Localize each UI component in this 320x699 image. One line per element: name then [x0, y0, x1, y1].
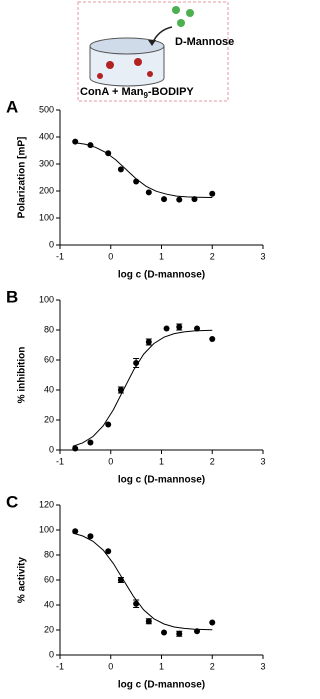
y-tick-label: 400 [39, 131, 54, 141]
x-tick-label: 0 [108, 251, 113, 261]
data-point [209, 190, 216, 197]
y-axis-label: % inhibition [17, 347, 28, 404]
complex-icons [97, 58, 153, 79]
data-point [176, 630, 183, 637]
data-point [194, 628, 201, 635]
y-tick-label: 500 [39, 104, 54, 114]
x-axis-label: log c (D-mannose) [118, 475, 205, 486]
arrow-head [148, 40, 156, 46]
x-tick-label: 2 [210, 456, 215, 466]
data-point [72, 528, 79, 535]
fit-curve [72, 532, 213, 631]
data-point [145, 339, 152, 345]
data-point [161, 629, 168, 636]
data-point [161, 196, 168, 203]
data-point [145, 189, 152, 196]
data-point [117, 166, 124, 173]
x-tick-label: 2 [210, 251, 215, 261]
data-point [163, 325, 170, 332]
x-tick-label: 2 [210, 661, 215, 671]
schematic: D-Mannose ConA + Man9-BODIPY [77, 1, 234, 102]
x-tick-label: 3 [260, 456, 265, 466]
data-point [176, 196, 183, 203]
y-tick-label: 100 [39, 212, 54, 222]
panel-label: C [6, 492, 18, 511]
y-tick-label: 60 [44, 574, 54, 584]
data-point [87, 142, 94, 149]
x-tick-label: 1 [159, 251, 164, 261]
data-point [191, 196, 198, 203]
y-tick-label: 60 [44, 354, 54, 364]
mannose-icons [172, 6, 194, 27]
data-point [72, 138, 79, 145]
data-point [133, 360, 140, 366]
x-axis-label: log c (D-mannose) [118, 270, 205, 281]
cuvette [89, 46, 165, 87]
y-tick-label: 120 [39, 499, 54, 509]
fit-curve [75, 142, 213, 198]
y-tick-label: 20 [44, 414, 54, 424]
y-tick-label: 80 [44, 549, 54, 559]
data-point [117, 387, 124, 393]
x-tick-label: 3 [260, 251, 265, 261]
x-axis-label: log c (D-mannose) [118, 680, 205, 691]
y-tick-label: 40 [44, 599, 54, 609]
data-point [194, 325, 201, 332]
data-point [133, 600, 140, 607]
data-point [209, 619, 216, 626]
x-tick-label: 0 [108, 661, 113, 671]
x-tick-label: -1 [56, 456, 64, 466]
schematic-frame [77, 1, 229, 102]
y-axis-label: % activity [17, 556, 28, 603]
x-tick-label: 0 [108, 456, 113, 466]
x-tick-label: 3 [260, 661, 265, 671]
panel-label: B [6, 287, 18, 306]
x-tick-label: -1 [56, 661, 64, 671]
y-tick-label: 80 [44, 324, 54, 334]
y-tick-label: 300 [39, 158, 54, 168]
y-axis-label: Polarization [mP] [17, 137, 28, 219]
x-tick-label: 1 [159, 661, 164, 671]
y-tick-label: 0 [49, 239, 54, 249]
fit-curve [72, 329, 213, 447]
y-tick-label: 100 [39, 524, 54, 534]
complex-label-main: ConA + Man [80, 86, 144, 98]
y-tick-label: 40 [44, 384, 54, 394]
x-tick-label: -1 [56, 251, 64, 261]
data-point [145, 618, 152, 625]
y-tick-label: 200 [39, 185, 54, 195]
ligand-label: D-Mannose [175, 36, 234, 48]
data-point [105, 150, 112, 157]
data-point [209, 336, 216, 342]
data-point [117, 577, 124, 583]
data-point [105, 548, 112, 555]
data-point [87, 533, 94, 540]
figure: D-Mannose ConA + Man9-BODIPY A0100200300… [6, 1, 266, 691]
data-point [133, 178, 140, 185]
y-tick-label: 0 [49, 444, 54, 454]
y-tick-label: 20 [44, 624, 54, 634]
complex-label-suffix: -BODIPY [148, 86, 195, 98]
data-point [176, 324, 183, 330]
y-tick-label: 0 [49, 649, 54, 659]
x-tick-label: 1 [159, 456, 164, 466]
panel-label: A [6, 97, 18, 116]
complex-label: ConA + Man9-BODIPY [80, 86, 194, 100]
complex-label-sub: 9 [143, 91, 148, 100]
data-point [105, 421, 112, 428]
cuvette-top [89, 37, 165, 55]
data-point [87, 439, 94, 446]
y-tick-label: 100 [39, 294, 54, 304]
data-point [72, 445, 79, 452]
